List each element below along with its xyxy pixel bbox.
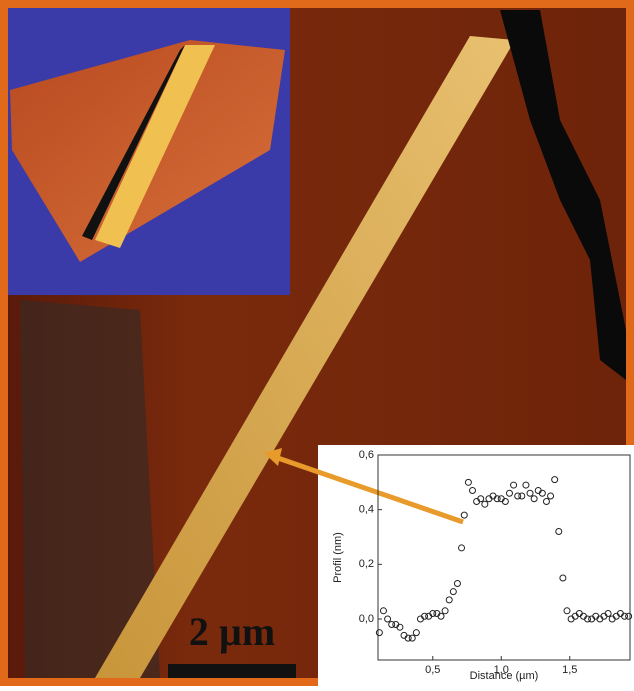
y-axis-label: Profil (nm) xyxy=(332,532,344,583)
scale-bar-label: 2 µm xyxy=(189,609,275,654)
x-axis-label: Distance (µm) xyxy=(470,670,539,682)
scale-bar xyxy=(168,664,296,678)
y-tick-label: 0,4 xyxy=(359,504,374,516)
figure: 2 µm 0,00,20,40,60,51,01,5Distance (µm)P… xyxy=(0,0,634,686)
y-tick-label: 0,0 xyxy=(359,613,374,625)
y-tick-label: 0,2 xyxy=(359,558,374,570)
x-tick-label: 1,5 xyxy=(562,664,577,676)
y-tick-label: 0,6 xyxy=(359,449,374,461)
x-tick-label: 0,5 xyxy=(425,664,440,676)
